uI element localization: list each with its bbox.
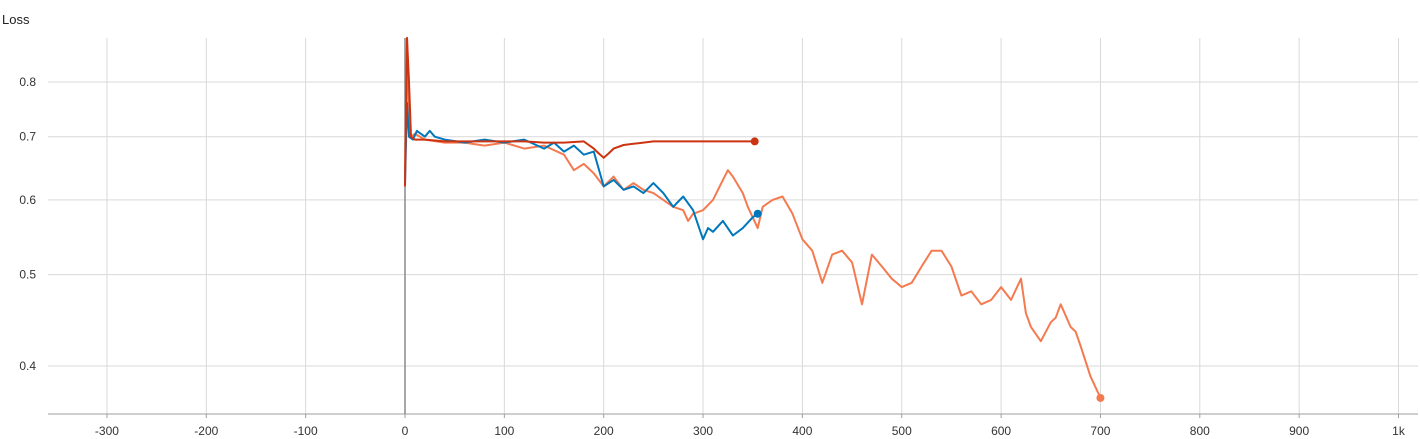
x-tick-label: 400 xyxy=(792,424,812,438)
x-tick-label: 900 xyxy=(1289,424,1309,438)
y-tick-label: 0.5 xyxy=(19,268,36,282)
y-tick-label: 0.4 xyxy=(19,359,36,373)
x-tick-label: 700 xyxy=(1090,424,1110,438)
series-line-3 xyxy=(404,37,755,187)
x-tick-label: 500 xyxy=(892,424,912,438)
chart-title: Loss xyxy=(2,12,30,27)
series-end-point-3 xyxy=(750,137,759,146)
x-tick-label: 300 xyxy=(693,424,713,438)
series-end-point-2 xyxy=(753,209,762,218)
x-tick-label: 100 xyxy=(494,424,514,438)
x-tick-label: 200 xyxy=(594,424,614,438)
y-tick-label: 0.7 xyxy=(19,130,36,144)
tick-labels: -300 -200 -100 0 100 200 300 400 500 600 700 800 900… xyxy=(19,75,1406,438)
x-tick-label: -300 xyxy=(95,424,119,438)
x-tick-label: -200 xyxy=(194,424,218,438)
series-lines xyxy=(404,37,1105,402)
series-end-point-1 xyxy=(1096,393,1105,402)
y-tick-label: 0.6 xyxy=(19,193,36,207)
x-tick-label: 1k xyxy=(1392,424,1406,438)
x-tick-label: 800 xyxy=(1190,424,1210,438)
grid xyxy=(48,38,1418,414)
series-line-2 xyxy=(404,102,759,241)
x-tick-label: 0 xyxy=(402,424,409,438)
series-line-1 xyxy=(404,37,1102,399)
y-tick-label: 0.8 xyxy=(19,75,36,89)
axes xyxy=(48,38,1418,418)
x-tick-label: 600 xyxy=(991,424,1011,438)
x-tick-label: -100 xyxy=(294,424,318,438)
